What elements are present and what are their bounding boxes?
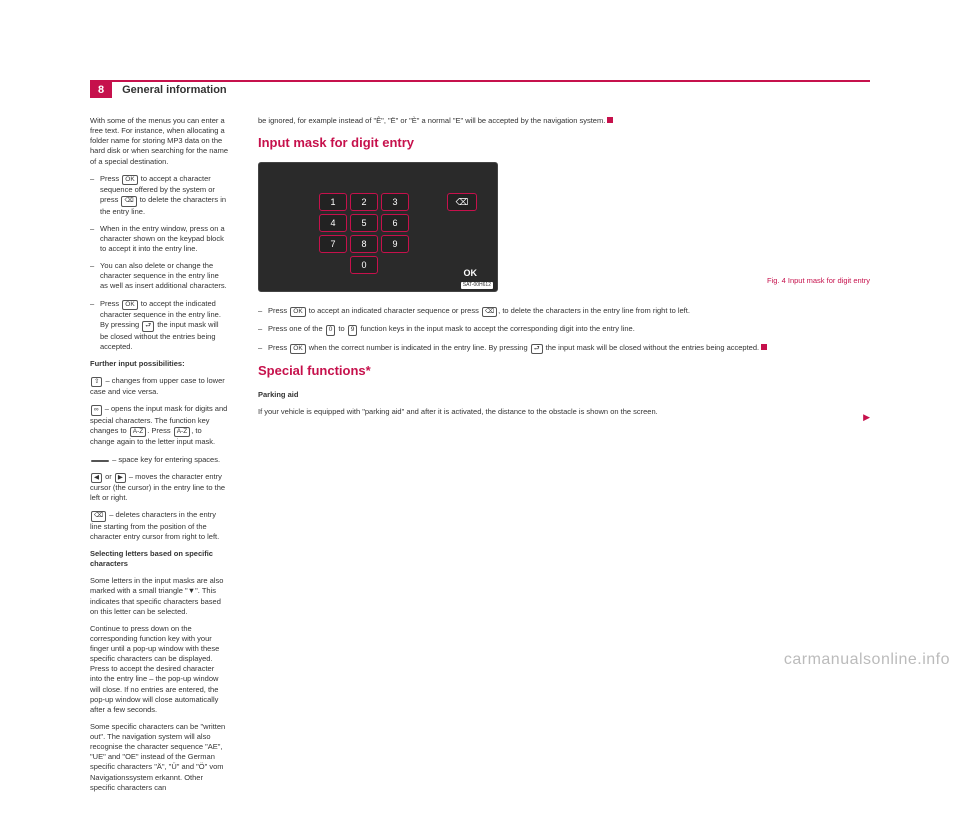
num-key-7: 7 xyxy=(319,235,347,253)
continue-arrow-icon: ▶ xyxy=(863,411,870,423)
delete-key: ⌫ xyxy=(121,196,136,206)
back-key: ⮐ xyxy=(531,344,543,354)
figure-row: 1 2 3 4 5 6 7 8 9 0 ⌫ OK SAT-00H612 xyxy=(258,162,870,296)
para: Continue to press down on the correspond… xyxy=(90,624,228,715)
para: With some of the menus you can enter a f… xyxy=(90,116,228,167)
space-key xyxy=(91,460,109,462)
num-key-8: 8 xyxy=(350,235,378,253)
para: Some letters in the input masks are also… xyxy=(90,576,228,617)
delete-key: ⌫ xyxy=(91,511,106,521)
bullet-item: Press one of the 0 to 9 function keys in… xyxy=(258,324,870,335)
digit-input-figure: 1 2 3 4 5 6 7 8 9 0 ⌫ OK SAT-00H612 xyxy=(258,162,498,292)
num-key-1: 1 xyxy=(319,193,347,211)
right-arrow-key: ▶ xyxy=(115,473,126,483)
input-option: ⌫ – deletes characters in the entry line… xyxy=(90,510,228,542)
figure-code: SAT-00H612 xyxy=(461,282,493,289)
delete-key: ⌫ xyxy=(482,307,497,317)
num-key-3: 3 xyxy=(381,193,409,211)
numeric-keypad: 1 2 3 4 5 6 7 8 9 0 xyxy=(319,193,409,274)
symbols-key: ∞ xyxy=(91,405,102,415)
figure-delete-key: ⌫ xyxy=(447,193,477,211)
content-columns: With some of the menus you can enter a f… xyxy=(90,116,870,800)
manual-page: 8 General information With some of the m… xyxy=(0,0,960,840)
bullet-item: Press OK to accept a character sequence … xyxy=(90,174,228,217)
figure-caption: Fig. 4 Input mask for digit entry xyxy=(510,276,870,286)
bullet-item: When in the entry window, press on a cha… xyxy=(90,224,228,254)
ok-key: OK xyxy=(122,300,137,310)
section-title: Special functions* xyxy=(258,362,870,380)
shift-key: ⇧ xyxy=(91,377,102,387)
bullet-item: Press OK when the correct number is indi… xyxy=(258,343,870,354)
right-column: be ignored, for example instead of "Ê", … xyxy=(258,116,870,800)
end-marker-icon xyxy=(761,344,767,350)
watermark: carmanualsonline.info xyxy=(784,651,950,669)
bullet-item: Press OK to accept an indicated characte… xyxy=(258,306,870,317)
zero-key: 0 xyxy=(326,325,336,335)
input-option: ◀ or ▶ – moves the character entry curso… xyxy=(90,472,228,504)
left-column: With some of the menus you can enter a f… xyxy=(90,116,228,800)
ok-key: OK xyxy=(122,175,137,185)
para: If your vehicle is equipped with "parkin… xyxy=(258,407,870,417)
bullet-item: Press OK to accept the indicated charact… xyxy=(90,299,228,352)
subheading: Parking aid xyxy=(258,390,870,400)
para: Some specific characters can be "written… xyxy=(90,722,228,793)
az-key: A-Z xyxy=(130,427,146,437)
num-key-4: 4 xyxy=(319,214,347,232)
left-arrow-key: ◀ xyxy=(91,473,102,483)
subheading: Further input possibilities: xyxy=(90,359,228,369)
input-option: ∞ – opens the input mask for digits and … xyxy=(90,404,228,447)
back-key: ⮐ xyxy=(142,321,154,331)
ok-key: OK xyxy=(290,344,305,354)
para: be ignored, for example instead of "Ê", … xyxy=(258,116,870,126)
num-key-9: 9 xyxy=(381,235,409,253)
figure-ok-label: OK xyxy=(464,267,478,279)
page-number: 8 xyxy=(90,82,112,98)
input-option: ⇧ – changes from upper case to lower cas… xyxy=(90,376,228,398)
ok-key: OK xyxy=(290,307,305,317)
bullet-item: You can also delete or change the charac… xyxy=(90,261,228,291)
page-header: 8 General information xyxy=(90,80,870,98)
num-key-0: 0 xyxy=(350,256,378,274)
nine-key: 9 xyxy=(348,325,358,335)
subheading: Selecting letters based on specific char… xyxy=(90,549,228,569)
input-option: – space key for entering spaces. xyxy=(90,455,228,465)
num-key-5: 5 xyxy=(350,214,378,232)
az-key: A-Z xyxy=(174,427,190,437)
section-title: Input mask for digit entry xyxy=(258,134,870,152)
header-title: General information xyxy=(112,82,237,98)
end-marker-icon xyxy=(607,117,613,123)
num-key-6: 6 xyxy=(381,214,409,232)
num-key-2: 2 xyxy=(350,193,378,211)
